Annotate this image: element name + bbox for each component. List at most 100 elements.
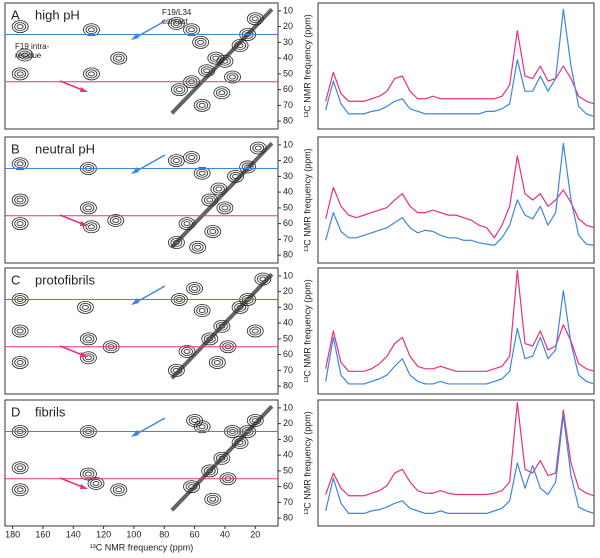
contour-ring	[11, 356, 29, 369]
y-tick-label: 60	[283, 481, 293, 491]
y-tick-label: 50	[283, 465, 293, 475]
contour-ring	[80, 351, 97, 365]
contour-ring	[194, 244, 202, 250]
contour-ring	[198, 308, 206, 313]
y-tick-label: 10	[283, 402, 293, 412]
x-axis-label: ¹³C NMR frequency (ppm)	[90, 542, 194, 552]
contour-ring	[16, 487, 24, 493]
contour-ring	[11, 217, 29, 231]
arrow-head	[80, 484, 88, 489]
panel-frame	[317, 2, 595, 130]
contour-ring	[201, 332, 219, 346]
contour-ring	[82, 334, 95, 344]
contour-ring	[181, 347, 193, 356]
contour-ring	[82, 469, 95, 479]
contour-peak	[11, 157, 29, 171]
y-tick-label: 60	[283, 349, 293, 359]
contour-ring	[16, 360, 24, 365]
contour-ring	[229, 74, 236, 80]
contour-peak	[11, 20, 29, 34]
contour-ring	[226, 72, 239, 82]
contour-ring	[87, 477, 105, 490]
diagonal	[170, 272, 274, 380]
contour-ring	[252, 143, 265, 153]
y-tick-label: 30	[283, 171, 293, 181]
arrow	[132, 417, 166, 437]
contour-peak	[186, 282, 203, 295]
panel-letter: A	[11, 7, 20, 22]
contour-ring	[185, 25, 198, 35]
contour-peak	[80, 467, 97, 481]
annotation: F19 intra-	[15, 42, 50, 51]
panel-frame	[4, 2, 279, 130]
contour-peak	[83, 67, 100, 81]
contour-ring	[88, 224, 95, 230]
contour-ring	[170, 238, 183, 247]
contour-ring	[16, 24, 24, 30]
contour-peak	[110, 483, 128, 497]
contour-ring	[193, 166, 211, 180]
contour-ring	[186, 282, 203, 295]
panel-letter: D	[11, 404, 20, 419]
contour-ring	[80, 467, 97, 481]
contour-ring	[11, 324, 29, 338]
panel-frame	[4, 136, 279, 264]
contour-ring	[81, 304, 89, 310]
contour-ring	[112, 53, 125, 63]
contour-ring	[88, 71, 95, 77]
contour-ring	[188, 155, 195, 160]
panel-title: neutral pH	[35, 141, 95, 156]
contour-ring	[194, 37, 207, 47]
contour-ring	[14, 195, 27, 205]
contour-peak	[178, 345, 196, 358]
contour-ring	[234, 302, 246, 312]
x-tick-label: 40	[220, 529, 230, 539]
contour-ring	[14, 219, 27, 229]
contour-ring	[215, 88, 228, 98]
y-tick-label: 10	[283, 5, 293, 15]
contour-peak	[16, 48, 34, 62]
y-tick-label: 60	[283, 218, 293, 228]
contour-ring	[183, 221, 191, 227]
spectrum-line	[325, 155, 595, 239]
contour-ring	[213, 319, 231, 333]
contour-peak	[80, 351, 97, 365]
panel-frame	[317, 399, 595, 527]
contour-ring	[209, 229, 217, 234]
contour-ring	[76, 300, 94, 314]
contour-peak	[213, 86, 231, 100]
contour-peak	[83, 220, 100, 234]
contour-peak	[183, 151, 200, 164]
contour-ring	[14, 22, 27, 32]
contour-ring	[204, 492, 222, 506]
contour-peak	[11, 193, 29, 207]
contour-ring	[14, 69, 27, 79]
contour-ring	[16, 161, 24, 167]
contour-peak	[193, 98, 211, 112]
contour-ring	[212, 55, 220, 61]
contour-peak	[201, 464, 219, 478]
contour-ring	[172, 158, 180, 164]
contour-peak	[204, 492, 222, 506]
contour-ring	[115, 487, 123, 493]
spectrum-line	[325, 290, 595, 385]
contour-ring	[11, 193, 29, 207]
contour-peak	[76, 300, 94, 314]
contour-ring	[85, 25, 98, 35]
contour-peak	[216, 201, 234, 215]
contour-ring	[196, 422, 209, 432]
contour-ring	[11, 461, 29, 475]
x-tick-label: 180	[5, 529, 20, 539]
y-tick-label: 40	[283, 53, 293, 63]
contour-peak	[11, 324, 29, 338]
arrow-head	[80, 87, 88, 92]
diagonal	[170, 404, 274, 512]
x-tick-label: 140	[66, 529, 81, 539]
contour-peak	[193, 304, 211, 317]
contour-ring	[211, 358, 224, 367]
y-tick-label: 30	[283, 37, 293, 47]
arrow-head	[131, 298, 139, 305]
contour-ring	[82, 353, 95, 363]
contour-ring	[92, 481, 100, 486]
spectrum-line	[325, 401, 595, 497]
